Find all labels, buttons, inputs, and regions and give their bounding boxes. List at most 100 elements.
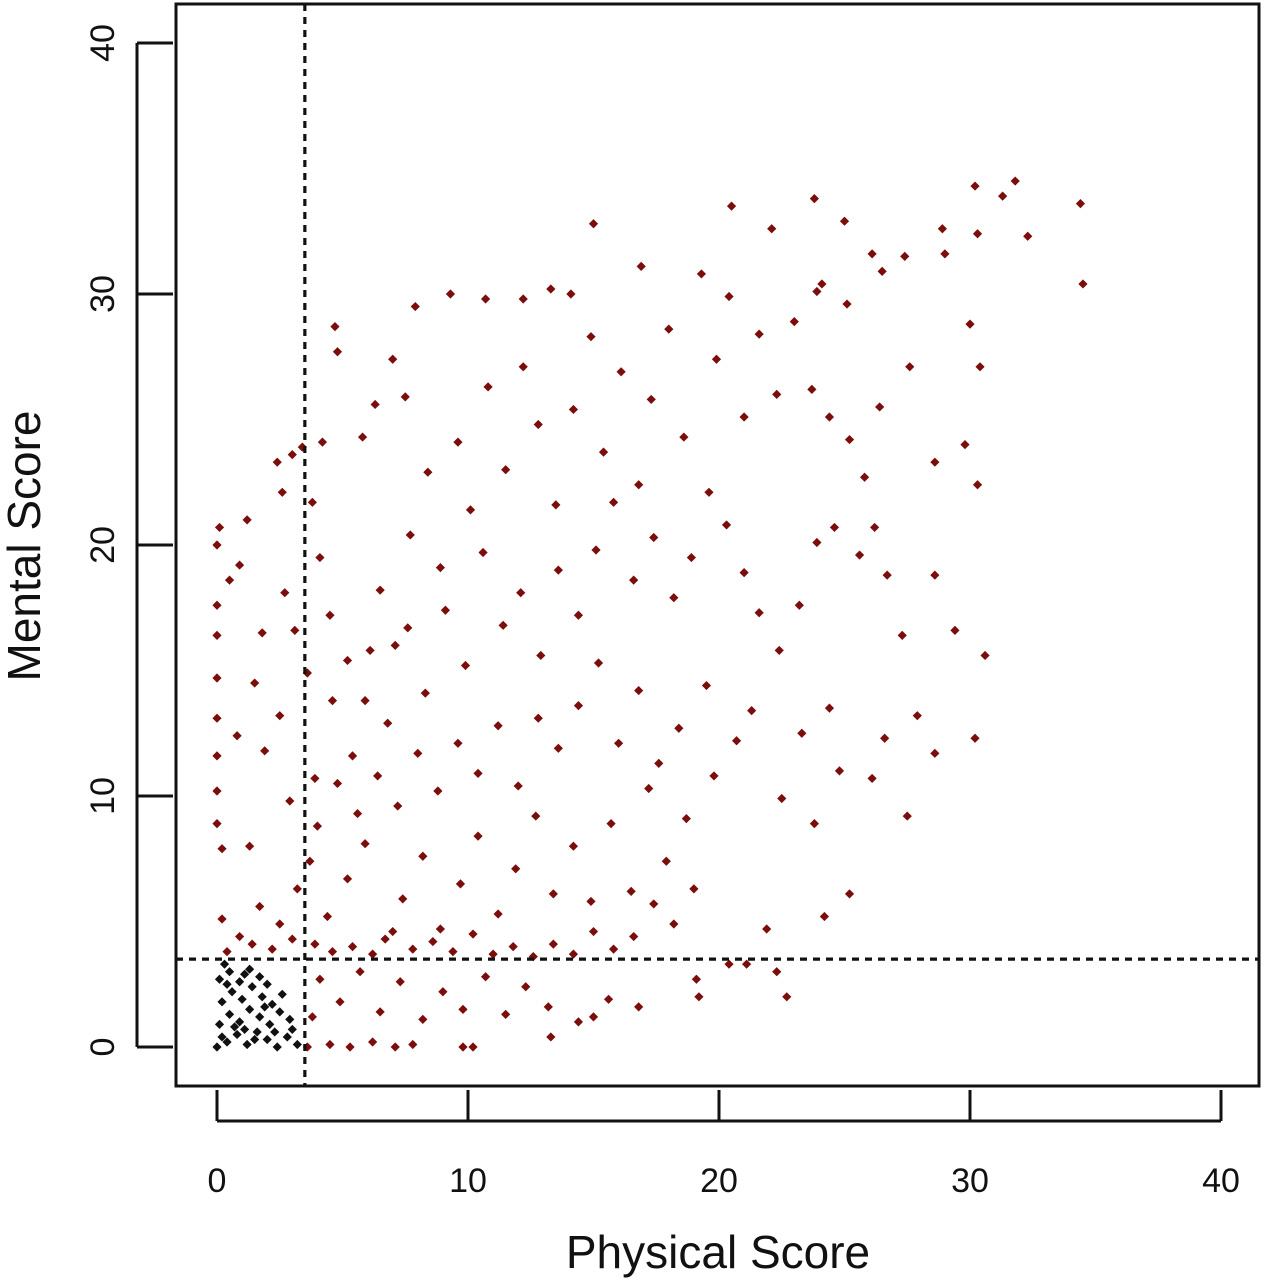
data-point [767,224,777,234]
data-point [262,979,272,989]
data-point [240,969,250,979]
data-point [897,630,907,640]
data-point [355,967,365,977]
data-point [229,1022,240,1032]
data-point [302,1042,312,1052]
data-point [240,1024,250,1035]
data-point [1078,279,1088,289]
data-point [255,1012,265,1022]
data-point [566,289,576,299]
data-point [267,944,277,954]
data-point [606,819,616,829]
data-point [365,645,375,656]
data-point [644,783,654,794]
data-point [287,450,297,460]
data-point [731,736,742,746]
y-tick-label: 40 [84,24,122,62]
data-point [347,751,358,761]
data-point [255,901,265,912]
data-point [975,362,985,372]
data-point [493,721,503,731]
data-point [285,1014,295,1024]
data-point [844,889,855,899]
data-point [302,668,312,678]
data-point [275,1007,285,1017]
data-point [998,191,1008,201]
data-point [440,605,451,615]
y-axis-title: Mental Score [0,410,50,681]
data-point [875,402,885,412]
data-point [224,967,235,977]
data-point [212,1042,222,1052]
data-point [724,291,734,302]
data-point [335,997,345,1007]
data-point [649,899,659,909]
data-point [453,437,463,447]
data-point [807,384,817,394]
data-point [493,909,503,919]
data-point [880,733,890,743]
data-point [661,856,671,866]
data-point [282,1032,292,1042]
data-point [287,934,297,944]
data-point [423,467,433,477]
data-point [455,879,466,889]
data-point [859,472,870,482]
data-point [290,625,300,635]
data-point [287,1024,297,1035]
data-point [1023,231,1033,241]
data-point [1075,199,1086,209]
data-point [368,1037,378,1047]
data-point [586,896,596,907]
data-point [591,545,601,555]
data-point [352,808,363,819]
data-point [345,1042,355,1052]
data-point [686,552,696,563]
data-point [513,781,523,791]
data-point [212,540,222,550]
data-point [272,1042,282,1052]
data-point [237,994,247,1004]
data-point [812,537,822,548]
data-point [375,1007,385,1017]
series-0 [212,176,1088,1052]
points-layer [212,176,1088,1052]
data-point [212,630,222,640]
data-point [608,944,619,954]
data-point [217,997,227,1007]
data-point [754,608,764,618]
data-point [568,949,579,959]
data-point [292,1039,302,1050]
data-point [724,959,734,969]
data-point [905,362,915,372]
data-point [774,645,784,656]
data-point [332,778,343,789]
data-point [400,392,410,402]
data-point [842,299,852,309]
data-point [408,944,418,954]
data-point [940,249,950,259]
data-point [930,570,940,580]
data-point [410,301,420,312]
data-point [739,412,749,422]
data-point [460,660,471,671]
data-point [721,520,732,530]
data-point [588,926,599,937]
data-point [912,711,922,721]
data-point [478,547,488,558]
data-point [634,685,644,696]
data-point [234,1017,245,1027]
data-point [285,796,295,806]
data-point [603,994,614,1004]
y-tick-label: 10 [84,777,122,815]
data-point [701,680,712,691]
data-point [245,841,255,851]
data-point [242,515,252,525]
data-point [307,497,317,507]
data-point [704,487,714,497]
data-point [608,497,619,507]
data-point [413,748,423,758]
series-1 [212,959,302,1052]
data-point [398,894,408,904]
data-point [551,500,561,510]
